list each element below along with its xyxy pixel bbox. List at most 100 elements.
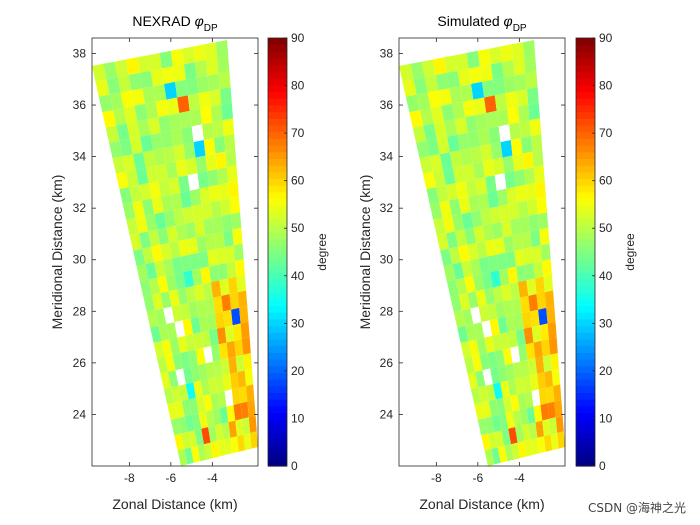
- field-cell: [426, 187, 440, 205]
- field-cell: [416, 140, 430, 159]
- colorbar-segment: [268, 258, 287, 266]
- field-cell: [187, 349, 199, 367]
- field-cell: [485, 384, 496, 402]
- colorbar-segment: [576, 365, 595, 373]
- field-cell: [185, 334, 196, 352]
- field-cell: [516, 264, 527, 283]
- field-cell: [179, 110, 192, 129]
- field-cell: [109, 140, 123, 159]
- colorbar-segment: [576, 252, 595, 260]
- colorbar-segment: [268, 138, 287, 146]
- field-cell: [482, 368, 493, 386]
- field-cell: [481, 401, 492, 419]
- field-cell: [465, 179, 478, 197]
- field-cell: [479, 353, 491, 371]
- colorbar-tick-label: 70: [291, 126, 305, 140]
- field-cell: [467, 372, 479, 390]
- field-cell: [472, 274, 485, 292]
- field-cell: [502, 155, 515, 174]
- field-cell: [198, 251, 210, 269]
- field-cell: [555, 415, 564, 433]
- colorbar-segment: [268, 205, 287, 213]
- field-cell: [163, 258, 175, 276]
- colorbar-segment: [268, 318, 287, 327]
- field-cell: [498, 413, 509, 431]
- field-cell: [484, 287, 496, 305]
- colorbar-segment: [576, 459, 595, 467]
- field-cell: [492, 334, 503, 352]
- colorbar-segment: [268, 399, 287, 407]
- field-cell: [233, 403, 242, 421]
- field-cell: [189, 108, 202, 127]
- field-cell: [477, 48, 491, 67]
- y-tick-label: 30: [73, 253, 87, 267]
- field-cell: [484, 449, 495, 466]
- field-cell: [182, 46, 195, 65]
- field-cell: [526, 278, 537, 296]
- field-cell: [163, 387, 175, 405]
- nexrad-colorbar: 0 10 20 30 40 50 60 70 80 90: [267, 31, 305, 473]
- colorbar-tick-label: 70: [599, 126, 613, 140]
- field-cell: [462, 99, 476, 118]
- field-cell: [510, 394, 520, 412]
- field-cell: [113, 108, 127, 126]
- field-cell: [116, 171, 130, 190]
- field-cell: [173, 208, 185, 226]
- field-cell: [501, 219, 513, 238]
- field-cell: [423, 171, 437, 190]
- field-cell: [446, 279, 459, 297]
- colorbar-segment: [576, 445, 595, 454]
- field-cell: [155, 99, 169, 118]
- field-cell: [228, 420, 237, 438]
- field-cell: [439, 200, 452, 218]
- field-cell: [117, 75, 132, 93]
- colorbar-segment: [576, 111, 595, 119]
- field-cell: [475, 370, 486, 388]
- field-cell: [484, 416, 495, 434]
- field-cell: [515, 425, 525, 443]
- colorbar-segment: [268, 104, 287, 113]
- field-cell: [421, 59, 436, 78]
- field-cell: [112, 156, 126, 174]
- field-cell: [476, 337, 488, 355]
- field-cell: [468, 194, 481, 213]
- field-cell: [455, 229, 468, 247]
- field-cell: [240, 321, 250, 340]
- field-cell: [470, 387, 482, 405]
- colorbar-segment: [576, 98, 595, 106]
- field-cell: [216, 327, 227, 345]
- field-cell: [478, 256, 491, 274]
- field-cell: [481, 272, 493, 290]
- field-cell: [217, 262, 228, 281]
- field-cell: [139, 279, 152, 297]
- colorbar-segment: [576, 225, 595, 233]
- field-cell: [513, 57, 526, 76]
- field-cell: [243, 433, 252, 451]
- field-cell: [221, 294, 232, 312]
- colorbar-segment: [268, 118, 287, 126]
- field-cell: [547, 401, 556, 419]
- field-cell: [480, 208, 492, 226]
- field-cell: [445, 231, 459, 249]
- colorbar-segment: [576, 392, 595, 400]
- field-cell: [491, 447, 501, 465]
- field-cell: [515, 377, 525, 395]
- field-cell: [510, 138, 523, 156]
- field-cell: [475, 289, 487, 307]
- field-cell: [217, 55, 230, 74]
- colorbar-segment: [268, 445, 287, 454]
- field-cell: [232, 227, 243, 246]
- field-cell: [200, 106, 213, 125]
- field-cell: [399, 63, 414, 82]
- field-cell: [184, 447, 194, 465]
- field-cell: [427, 90, 442, 108]
- field-cell: [201, 330, 212, 348]
- field-cell: [180, 190, 192, 209]
- x-tick-label: -4: [514, 471, 525, 485]
- field-cell: [508, 330, 519, 348]
- colorbar-segment: [576, 399, 595, 407]
- colorbar-segment: [576, 218, 595, 226]
- field-cell: [487, 432, 498, 449]
- field-cell: [522, 375, 532, 393]
- colorbar-segment: [576, 372, 595, 380]
